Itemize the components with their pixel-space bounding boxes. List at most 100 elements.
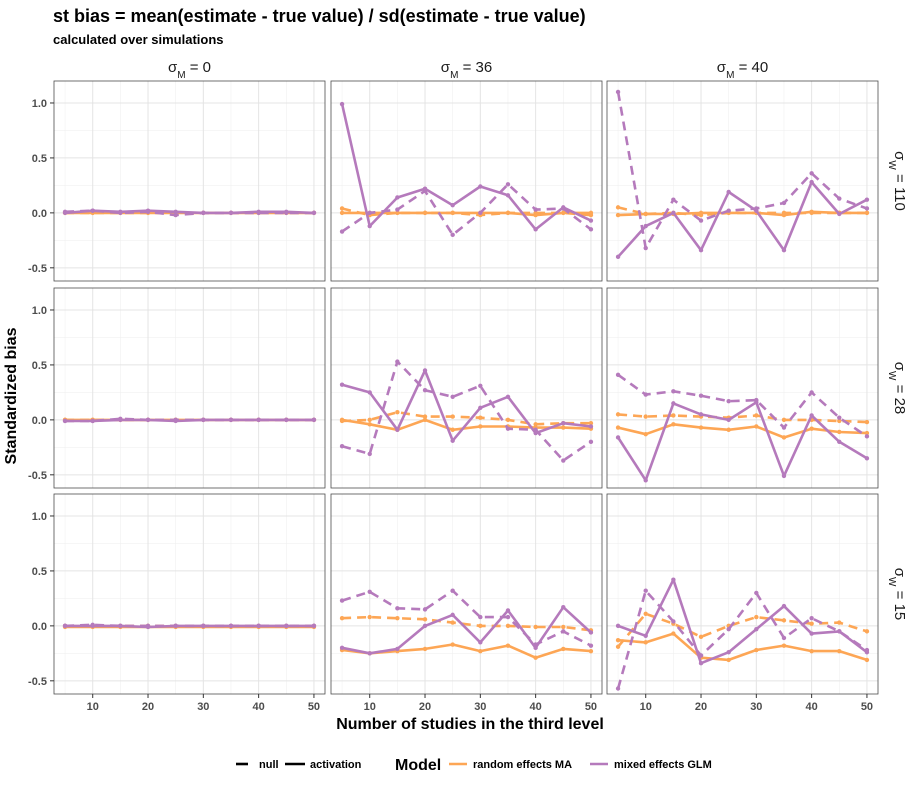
x-tick-label: 50 xyxy=(861,701,873,713)
data-point xyxy=(754,614,759,620)
x-tick-label: 30 xyxy=(750,701,762,713)
data-point xyxy=(173,623,178,629)
data-point xyxy=(533,212,538,218)
data-point xyxy=(781,248,787,253)
data-point xyxy=(395,359,400,364)
series-line-null xyxy=(617,373,868,438)
data-point xyxy=(367,390,372,395)
data-point xyxy=(478,210,483,216)
data-point xyxy=(339,598,345,603)
x-tick-label: 20 xyxy=(695,701,707,713)
data-point xyxy=(395,409,400,415)
data-point xyxy=(643,392,648,397)
data-point xyxy=(533,422,538,427)
legend-label-mixed-effects-glm: mixed effects GLM xyxy=(614,759,712,771)
data-point xyxy=(754,626,759,632)
x-tick-label: 20 xyxy=(419,701,431,713)
data-point xyxy=(561,604,566,610)
data-point xyxy=(367,451,372,457)
data-point xyxy=(478,648,483,654)
data-point xyxy=(395,427,400,432)
chart-title: st bias = mean(estimate - true value) / … xyxy=(53,6,586,26)
data-point xyxy=(478,623,483,629)
row-strip-label: σW = 28 xyxy=(887,362,909,415)
data-point xyxy=(339,417,345,423)
data-point xyxy=(588,210,594,216)
series-line-activation xyxy=(341,369,592,443)
data-point xyxy=(561,205,566,210)
data-point xyxy=(367,422,372,427)
data-point xyxy=(643,211,648,217)
data-point xyxy=(837,439,842,445)
data-point xyxy=(256,623,261,629)
data-point xyxy=(228,417,234,423)
data-point xyxy=(837,648,842,654)
panel-background xyxy=(331,288,602,488)
data-point xyxy=(505,623,511,629)
data-point xyxy=(671,210,676,216)
data-point xyxy=(864,629,870,634)
data-point xyxy=(588,420,594,426)
data-point xyxy=(698,393,704,398)
data-point xyxy=(698,412,704,417)
data-point xyxy=(726,398,731,404)
series-line-activation xyxy=(64,209,314,215)
data-point xyxy=(201,417,206,423)
data-point xyxy=(809,179,814,185)
data-point xyxy=(201,210,206,216)
data-point xyxy=(450,620,455,625)
x-tick-label: 10 xyxy=(87,701,99,713)
data-point xyxy=(395,210,400,216)
data-point xyxy=(781,635,787,641)
chart-subtitle: calculated over simulations xyxy=(53,32,224,47)
data-point xyxy=(754,400,759,405)
panel-border xyxy=(606,287,879,489)
data-point xyxy=(478,640,483,645)
data-point xyxy=(837,196,842,201)
data-point xyxy=(311,623,317,629)
data-point xyxy=(864,419,870,425)
panel-border xyxy=(606,493,879,695)
data-point xyxy=(864,206,870,211)
data-point xyxy=(754,424,759,429)
data-point xyxy=(588,439,594,445)
data-point xyxy=(395,615,400,621)
facet-panel xyxy=(606,80,879,282)
data-point xyxy=(90,208,95,213)
data-point xyxy=(726,417,731,423)
x-tick-label: 40 xyxy=(530,701,542,713)
y-tick-label: 0.0 xyxy=(32,621,47,633)
chart-panels xyxy=(53,80,879,695)
series-line-activation xyxy=(340,103,592,231)
y-tick-label: 0.5 xyxy=(32,566,47,578)
data-point xyxy=(505,608,511,613)
series-line-null xyxy=(341,360,592,462)
data-point xyxy=(422,368,428,373)
data-point xyxy=(588,424,594,429)
y-tick-label: 0.0 xyxy=(32,415,47,427)
facet-panel xyxy=(53,80,326,282)
data-point xyxy=(698,661,704,666)
y-tick-label: 0.0 xyxy=(32,208,47,220)
data-point xyxy=(561,624,566,630)
y-axis: -0.5 0.0 0.5 1.0 -0.5 0.0 0.5 1.0 -0.5 0.0 0.5 1.0 xyxy=(28,98,54,688)
data-point xyxy=(698,248,704,253)
x-tick-label: 40 xyxy=(253,701,265,713)
data-point xyxy=(533,645,538,651)
data-point xyxy=(450,427,455,432)
data-point xyxy=(781,200,787,206)
row-strip-label: σW = 15 xyxy=(887,568,909,621)
data-point xyxy=(478,184,483,189)
series-line-null xyxy=(65,209,314,217)
data-point xyxy=(505,394,511,399)
data-point xyxy=(339,444,345,449)
data-point xyxy=(450,588,455,593)
data-point xyxy=(837,415,842,420)
data-point xyxy=(422,414,428,419)
data-point xyxy=(726,657,731,663)
data-point xyxy=(395,207,400,212)
series-line-activation xyxy=(65,624,314,629)
data-point xyxy=(173,418,178,424)
data-point xyxy=(643,245,648,251)
